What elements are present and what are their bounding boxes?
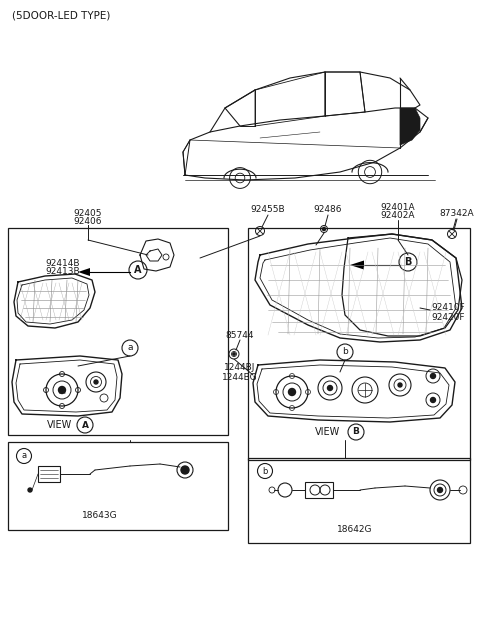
Bar xyxy=(248,228,470,460)
Circle shape xyxy=(323,228,325,231)
Text: 92401A: 92401A xyxy=(381,204,415,212)
Text: 92402A: 92402A xyxy=(381,212,415,221)
Text: 92486: 92486 xyxy=(314,205,342,214)
Text: 1244BJ: 1244BJ xyxy=(224,364,256,373)
Circle shape xyxy=(94,380,98,384)
Circle shape xyxy=(233,353,235,355)
Text: B: B xyxy=(353,427,360,436)
Circle shape xyxy=(28,488,32,492)
Text: VIEW: VIEW xyxy=(315,427,341,437)
Polygon shape xyxy=(78,268,90,276)
Text: 92414B: 92414B xyxy=(45,259,80,268)
Bar xyxy=(248,458,470,543)
Text: b: b xyxy=(342,347,348,357)
Text: A: A xyxy=(134,265,142,275)
Circle shape xyxy=(288,389,296,396)
Text: 92405: 92405 xyxy=(74,209,102,218)
Text: A: A xyxy=(82,420,88,429)
Text: B: B xyxy=(404,257,412,267)
Circle shape xyxy=(431,398,435,403)
Circle shape xyxy=(59,387,65,394)
Text: 92406: 92406 xyxy=(74,216,102,226)
Text: 92455B: 92455B xyxy=(251,205,285,214)
Circle shape xyxy=(431,373,435,378)
Text: 18643G: 18643G xyxy=(82,511,118,520)
Text: m: m xyxy=(59,389,65,395)
Bar xyxy=(8,442,228,530)
Text: 92413B: 92413B xyxy=(45,268,80,277)
Circle shape xyxy=(398,383,402,387)
Text: 92420F: 92420F xyxy=(431,312,465,322)
Text: VIEW: VIEW xyxy=(48,420,72,430)
Text: 1244BG: 1244BG xyxy=(222,373,258,382)
Text: 92410F: 92410F xyxy=(431,303,465,312)
Text: 87342A: 87342A xyxy=(440,209,474,219)
Text: 18642G: 18642G xyxy=(337,525,373,534)
Circle shape xyxy=(327,385,333,391)
Polygon shape xyxy=(350,261,364,270)
Bar xyxy=(38,466,60,482)
Polygon shape xyxy=(400,108,420,145)
Bar xyxy=(8,228,228,435)
Text: 85744: 85744 xyxy=(226,331,254,340)
Bar xyxy=(305,482,333,498)
Text: a: a xyxy=(22,452,26,460)
Text: b: b xyxy=(262,466,268,476)
Circle shape xyxy=(181,466,189,474)
Text: a: a xyxy=(127,343,133,352)
Circle shape xyxy=(437,488,443,492)
Text: (5DOOR-LED TYPE): (5DOOR-LED TYPE) xyxy=(12,10,110,20)
